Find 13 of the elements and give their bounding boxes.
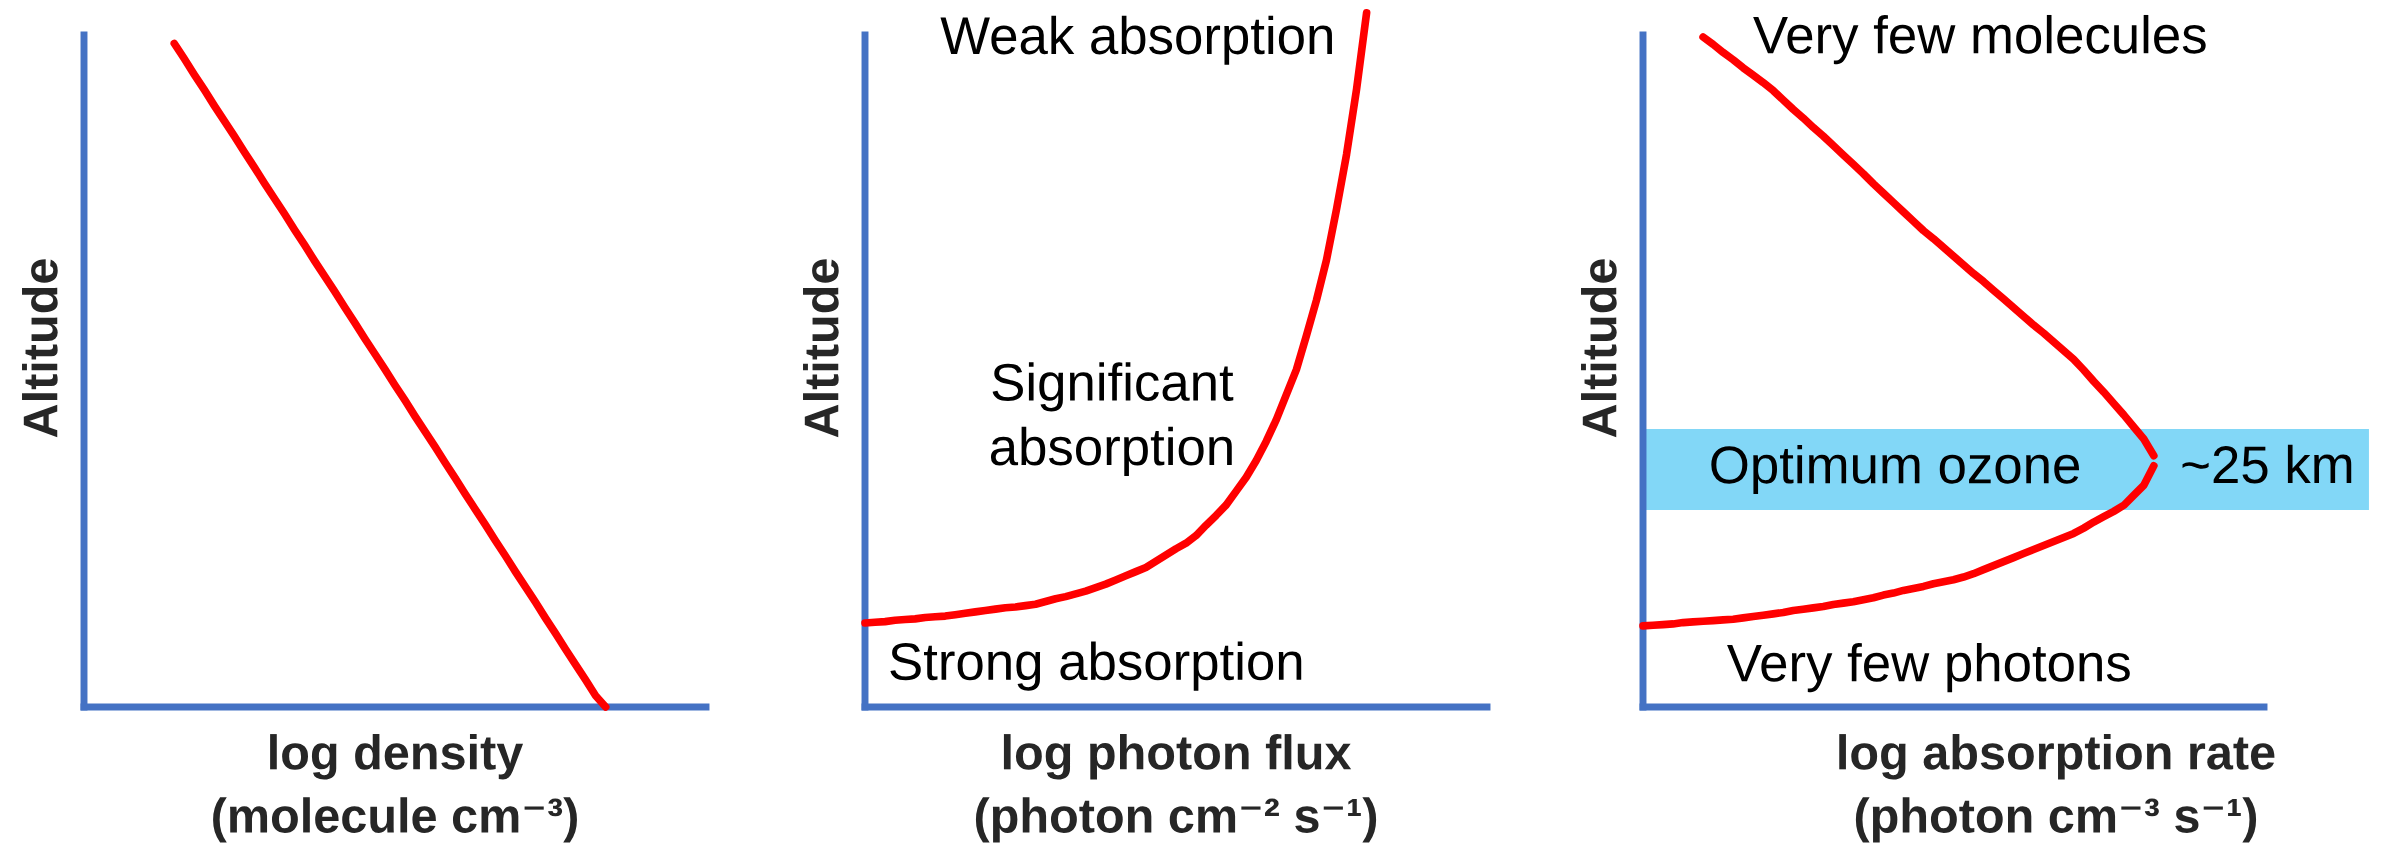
annotation: Very few photons bbox=[1727, 642, 2130, 693]
annotation: Strong absorption bbox=[890, 641, 1302, 691]
x-axis-title: log absorption rate (photon cm⁻³ s⁻¹) bbox=[1839, 734, 2275, 843]
x-axis-title: log density (molecule cm⁻³) bbox=[213, 734, 577, 843]
x-axis-title: log photon flux (photon cm⁻² s⁻¹) bbox=[975, 734, 1377, 843]
y-axis-title: Altitude bbox=[1581, 259, 1617, 438]
annotation: Weak absorption bbox=[940, 15, 1332, 65]
band-label: Optimum ozone bbox=[1711, 444, 2080, 495]
y-axis-title: Altitude bbox=[803, 259, 839, 438]
annotation: ~25 km bbox=[2182, 444, 2352, 484]
y-axis-title: Altitude bbox=[22, 259, 58, 438]
annotation: Significant absorption bbox=[990, 362, 1234, 476]
annotation: Very few molecules bbox=[1753, 14, 2206, 65]
